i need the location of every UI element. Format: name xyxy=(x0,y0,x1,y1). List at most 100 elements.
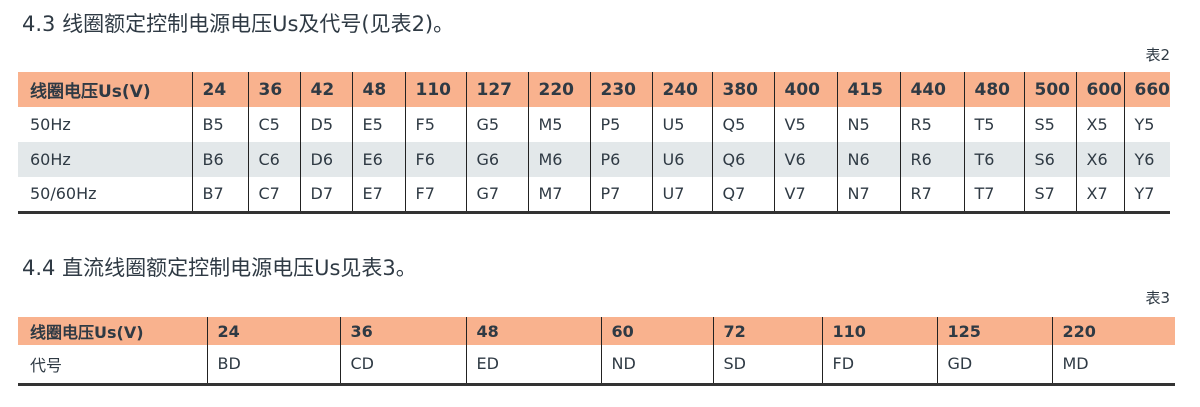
header-cell: 125 xyxy=(936,317,1052,345)
table-cell: MD xyxy=(1051,345,1175,384)
table-cell: N6 xyxy=(836,142,900,177)
header-cell: 60 xyxy=(600,317,713,345)
header-cell: 36 xyxy=(247,72,300,107)
section-4-4-title: 4.4 直流线圈额定控制电源电压Us见表3。 xyxy=(22,256,417,280)
header-cell: 48 xyxy=(351,72,405,107)
table-cell: G5 xyxy=(465,107,528,142)
table-cell: T6 xyxy=(963,142,1024,177)
table-cell: N7 xyxy=(836,177,900,212)
table-cell: G7 xyxy=(465,177,528,212)
table-row: 50/60Hz B7 C7 D7 E7 F7 G7 M7 P7 U7 Q7 V7 N7 R7 T7 S7 X7 Y… xyxy=(18,177,1170,212)
table-cell: X7 xyxy=(1075,177,1124,212)
header-cell: 110 xyxy=(404,72,466,107)
table-cell: 代号 xyxy=(30,355,63,375)
table-cell: S5 xyxy=(1023,107,1076,142)
header-cell: 660 xyxy=(1123,72,1170,107)
table-2: 线圈电压Us(V) 24 36 42 48 110 127 220 230 240 380 400 41… xyxy=(18,72,1170,214)
table-cell: Y7 xyxy=(1123,177,1170,212)
header-cell: 220 xyxy=(1051,317,1175,345)
header-cell: 600 xyxy=(1075,72,1124,107)
table-cell: R6 xyxy=(899,142,964,177)
table-cell: Q5 xyxy=(711,107,774,142)
header-cell: 48 xyxy=(465,317,601,345)
header-cell: 400 xyxy=(773,72,837,107)
header-cell: 42 xyxy=(299,72,352,107)
table-cell: ND xyxy=(600,345,713,384)
table-cell: R5 xyxy=(899,107,964,142)
table-cell: D7 xyxy=(299,177,352,212)
header-cell: 24 xyxy=(191,72,248,107)
header-cell: 500 xyxy=(1023,72,1076,107)
table-cell: C5 xyxy=(247,107,300,142)
table-cell: F7 xyxy=(404,177,466,212)
table-cell: D5 xyxy=(299,107,352,142)
table-cell: R7 xyxy=(899,177,964,212)
table-cell: G6 xyxy=(465,142,528,177)
table-cell: D6 xyxy=(299,142,352,177)
table-cell: V7 xyxy=(773,177,837,212)
table-cell: B7 xyxy=(191,177,248,212)
table-header-row: 线圈电压Us(V) 24 36 42 48 110 127 220 230 240 380 400 41… xyxy=(18,72,1170,107)
table-cell: U5 xyxy=(651,107,712,142)
table-3: 线圈电压Us(V) 24 36 48 60 72 110 125 220 代号 BD CD ED ND SD… xyxy=(18,317,1175,386)
table-cell: ED xyxy=(465,345,601,384)
header-cell: 380 xyxy=(711,72,774,107)
header-cell: 440 xyxy=(899,72,964,107)
table-row: 60Hz B6 C6 D6 E6 F6 G6 M6 P6 U6 Q6 V6 N6 R6 T6 S6 X6 Y6 xyxy=(18,142,1170,177)
table-cell: T5 xyxy=(963,107,1024,142)
table-cell: C6 xyxy=(247,142,300,177)
table-cell: E7 xyxy=(351,177,405,212)
table-cell: S6 xyxy=(1023,142,1076,177)
header-cell: 230 xyxy=(589,72,652,107)
header-cell: 110 xyxy=(821,317,937,345)
header-cell: 127 xyxy=(465,72,528,107)
table-cell: E6 xyxy=(351,142,405,177)
table-cell: B5 xyxy=(191,107,248,142)
table-cell: CD xyxy=(339,345,466,384)
table-cell: 50/60Hz xyxy=(30,184,97,204)
table-cell: U6 xyxy=(651,142,712,177)
table-cell: T7 xyxy=(963,177,1024,212)
header-cell: 72 xyxy=(712,317,822,345)
table-cell: P5 xyxy=(589,107,652,142)
header-cell: 480 xyxy=(963,72,1024,107)
header-cell: 24 xyxy=(206,317,340,345)
header-cell: 36 xyxy=(339,317,466,345)
table-cell: FD xyxy=(821,345,937,384)
table-row: 50Hz B5 C5 D5 E5 F5 G5 M5 P5 U5 Q5 V5 N5 R5 T5 S5 X5 Y5 xyxy=(18,107,1170,142)
table-cell: V6 xyxy=(773,142,837,177)
table2-caption: 表2 xyxy=(1145,46,1170,64)
header-cell: 线圈电压Us(V) xyxy=(18,72,192,107)
table-cell: X6 xyxy=(1075,142,1124,177)
table-header-row: 线圈电压Us(V) 24 36 48 60 72 110 125 220 xyxy=(18,317,1175,345)
table-cell: GD xyxy=(936,345,1052,384)
table-cell: Q6 xyxy=(711,142,774,177)
table-cell: SD xyxy=(712,345,822,384)
table-cell: X5 xyxy=(1075,107,1124,142)
table-cell: C7 xyxy=(247,177,300,212)
table-cell: P7 xyxy=(589,177,652,212)
table-cell: BD xyxy=(206,345,340,384)
table-cell: B6 xyxy=(191,142,248,177)
header-cell: 415 xyxy=(836,72,900,107)
table-cell: Y5 xyxy=(1123,107,1170,142)
table-cell: 60Hz xyxy=(18,142,192,177)
table3-caption: 表3 xyxy=(1145,289,1170,307)
table-cell: S7 xyxy=(1023,177,1076,212)
header-cell: 240 xyxy=(651,72,712,107)
table-cell: U7 xyxy=(651,177,712,212)
table-cell: Q7 xyxy=(711,177,774,212)
table-cell: M5 xyxy=(527,107,590,142)
table-cell: F6 xyxy=(404,142,466,177)
header-cell: 220 xyxy=(527,72,590,107)
table-cell: M7 xyxy=(527,177,590,212)
table-cell: M6 xyxy=(527,142,590,177)
table-cell: P6 xyxy=(589,142,652,177)
table-cell: N5 xyxy=(836,107,900,142)
table-cell: V5 xyxy=(773,107,837,142)
header-cell: 线圈电压Us(V) xyxy=(18,317,207,345)
table-cell: E5 xyxy=(351,107,405,142)
table-cell: Y6 xyxy=(1123,142,1170,177)
table-cell: F5 xyxy=(404,107,466,142)
table-row: 代号 BD CD ED ND SD FD GD MD xyxy=(18,345,1175,384)
